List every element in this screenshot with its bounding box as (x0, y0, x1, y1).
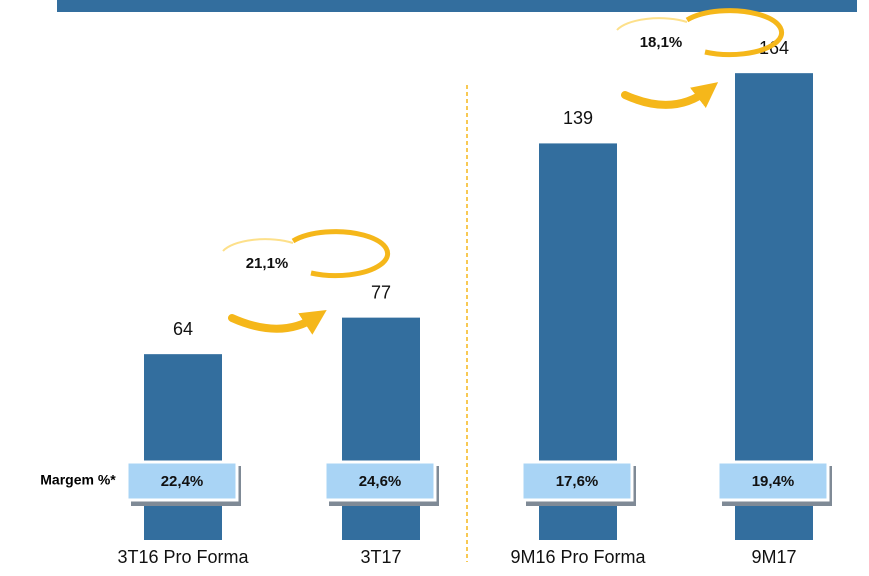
margin-value: 17,6% (556, 473, 599, 490)
value-label: 64 (173, 319, 193, 339)
growth-label: 21,1% (246, 255, 289, 272)
header-bar (57, 0, 857, 12)
x-tick-label: 3T17 (360, 547, 401, 567)
bar (144, 354, 222, 540)
bar (342, 317, 420, 540)
margin-box (520, 460, 634, 502)
x-tick-label: 3T16 Pro Forma (117, 547, 249, 567)
value-label: 77 (371, 282, 391, 302)
value-label: 164 (759, 38, 789, 58)
margin-value: 24,6% (359, 473, 402, 490)
x-tick-label: 9M16 Pro Forma (510, 547, 646, 567)
value-label: 139 (563, 108, 593, 128)
growth-ring (685, 8, 785, 58)
margin-box (323, 460, 437, 502)
growth-ring (291, 229, 391, 279)
growth-ring-inner (616, 17, 688, 31)
margin-value: 22,4% (161, 473, 204, 490)
growth-arrow (621, 82, 719, 109)
margin-box (125, 460, 239, 502)
growth-arrow (228, 309, 327, 335)
margin-box (716, 460, 830, 502)
growth-ring-inner (222, 238, 294, 252)
growth-label: 18,1% (640, 34, 683, 51)
x-tick-label: 9M17 (751, 547, 796, 567)
margin-label: Margem %* (40, 472, 116, 488)
margin-value: 19,4% (752, 473, 795, 490)
